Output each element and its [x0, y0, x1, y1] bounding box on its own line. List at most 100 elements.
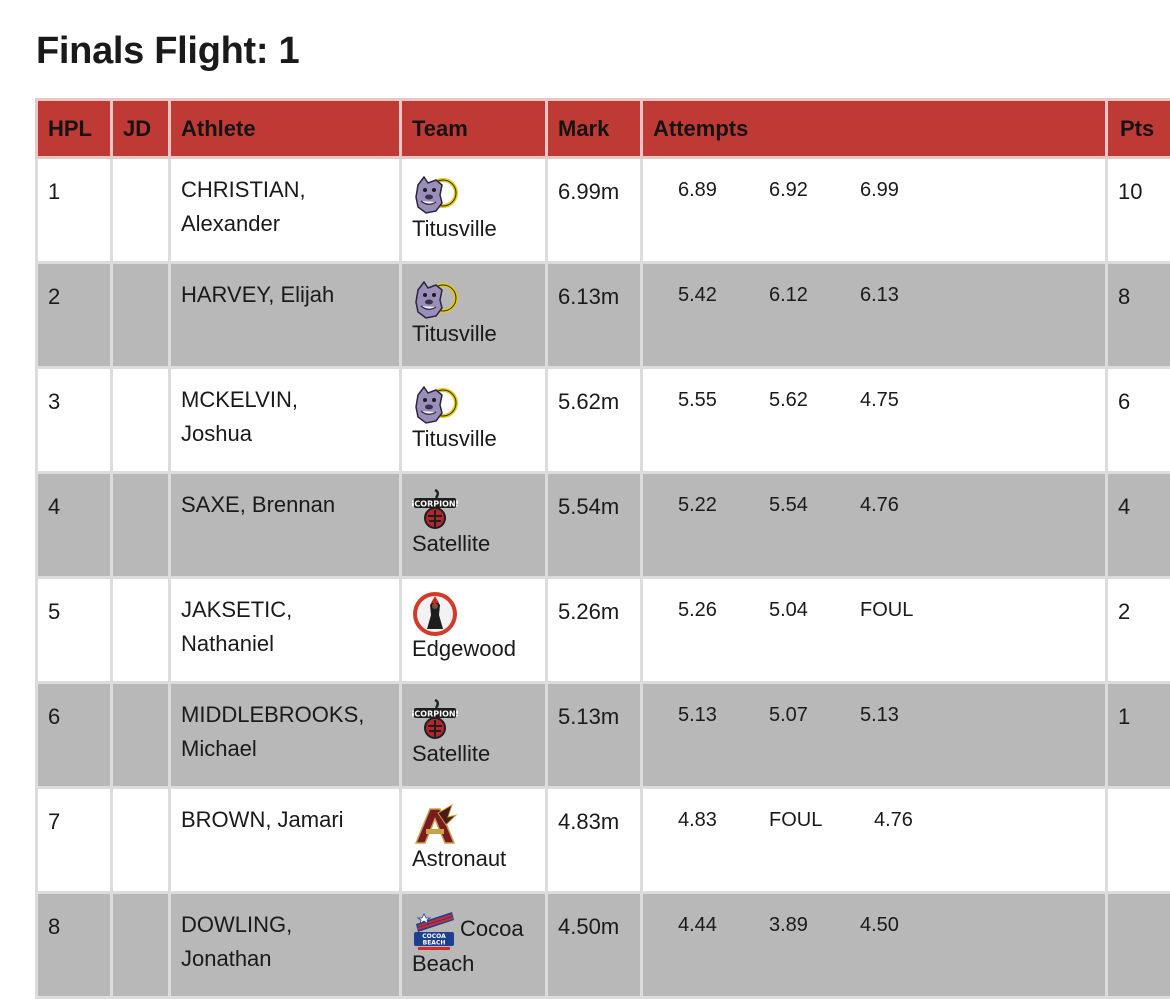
- attempt-3: 4.76: [860, 491, 951, 519]
- athlete-cell[interactable]: JAKSETIC,Nathaniel: [170, 578, 401, 683]
- team-cell[interactable]: Titusville: [401, 368, 547, 473]
- attempt-2: 5.54: [769, 491, 860, 519]
- table-row[interactable]: 6 MIDDLEBROOKS,Michael SCORPIONS Satellit…: [37, 683, 1170, 788]
- mark-cell: 6.99m: [547, 158, 642, 263]
- team-cell[interactable]: Titusville: [401, 263, 547, 368]
- header-hpl[interactable]: HPL: [37, 100, 112, 158]
- header-pts[interactable]: Pts: [1107, 100, 1170, 158]
- team-name-line2: Beach: [412, 950, 535, 978]
- attempt-3: FOUL: [860, 596, 951, 624]
- athlete-last-name: MCKELVIN,: [181, 383, 389, 417]
- team-cell[interactable]: COCOA BEACH Cocoa Beach: [401, 893, 547, 998]
- jd-cell: [112, 368, 170, 473]
- athlete-cell[interactable]: CHRISTIAN,Alexander: [170, 158, 401, 263]
- jd-cell: [112, 473, 170, 578]
- place-cell: 6: [37, 683, 112, 788]
- athlete-cell[interactable]: SAXE, Brennan: [170, 473, 401, 578]
- jd-cell: [112, 158, 170, 263]
- mark-cell: 6.13m: [547, 263, 642, 368]
- attempt-3: 6.99: [860, 176, 951, 204]
- page-title: Finals Flight: 1: [36, 30, 299, 73]
- team-name: Astronaut: [412, 845, 535, 873]
- points-cell: 4: [1107, 473, 1170, 578]
- place-cell: 4: [37, 473, 112, 578]
- attempt-2: 5.62: [769, 386, 860, 414]
- header-jd[interactable]: JD: [112, 100, 170, 158]
- points-cell: 1: [1107, 683, 1170, 788]
- athlete-last-name: HARVEY, Elijah: [181, 278, 389, 312]
- mark-cell: 4.50m: [547, 893, 642, 998]
- header-athlete[interactable]: Athlete: [170, 100, 401, 158]
- bulldog-logo-icon: [412, 276, 458, 322]
- attempt-1: 5.22: [678, 491, 769, 519]
- attempt-2: 6.12: [769, 281, 860, 309]
- mark-cell: 5.54m: [547, 473, 642, 578]
- header-mark[interactable]: Mark: [547, 100, 642, 158]
- attempt-3: 4.75: [860, 386, 951, 414]
- team-name-line1: Cocoa: [460, 915, 524, 943]
- athlete-first-name: Nathaniel: [181, 627, 389, 661]
- athlete-cell[interactable]: BROWN, Jamari: [170, 788, 401, 893]
- team-cell[interactable]: Edgewood: [401, 578, 547, 683]
- attempt-3: 4.50: [860, 911, 951, 939]
- athlete-first-name: Jonathan: [181, 942, 389, 976]
- team-name: Titusville: [412, 320, 535, 348]
- attempt-1: 5.55: [678, 386, 769, 414]
- mark-cell: 5.13m: [547, 683, 642, 788]
- points-cell: 8: [1107, 263, 1170, 368]
- jd-cell: [112, 683, 170, 788]
- mark-cell: 4.83m: [547, 788, 642, 893]
- points-cell: [1107, 893, 1170, 998]
- team-cell[interactable]: Titusville: [401, 158, 547, 263]
- team-cell[interactable]: SCORPIONS Satellite: [401, 683, 547, 788]
- team-name: Titusville: [412, 425, 535, 453]
- athlete-first-name: Michael: [181, 732, 389, 766]
- athlete-last-name: DOWLING,: [181, 908, 389, 942]
- athlete-cell[interactable]: MIDDLEBROOKS,Michael: [170, 683, 401, 788]
- bulldog-logo-icon: [412, 381, 458, 427]
- place-cell: 2: [37, 263, 112, 368]
- jd-cell: [112, 578, 170, 683]
- athlete-cell[interactable]: DOWLING,Jonathan: [170, 893, 401, 998]
- attempt-2: 5.07: [769, 701, 860, 729]
- jd-cell: [112, 893, 170, 998]
- cocoa-beach-logo-icon: COCOA BEACH: [412, 906, 458, 952]
- header-attempts[interactable]: Attempts: [642, 100, 1107, 158]
- team-name: Satellite: [412, 740, 535, 768]
- header-team[interactable]: Team: [401, 100, 547, 158]
- bulldog-logo-icon: [412, 171, 458, 217]
- attempt-2: 6.92: [769, 176, 860, 204]
- team-cell[interactable]: SCORPIONS Satellite: [401, 473, 547, 578]
- attempt-2: FOUL: [769, 806, 874, 834]
- team-name: Edgewood: [412, 635, 535, 663]
- place-cell: 1: [37, 158, 112, 263]
- team-cell[interactable]: Astronaut: [401, 788, 547, 893]
- athlete-cell[interactable]: HARVEY, Elijah: [170, 263, 401, 368]
- athlete-first-name: Alexander: [181, 207, 389, 241]
- mark-cell: 5.26m: [547, 578, 642, 683]
- athlete-cell[interactable]: MCKELVIN,Joshua: [170, 368, 401, 473]
- athlete-last-name: CHRISTIAN,: [181, 173, 389, 207]
- place-cell: 7: [37, 788, 112, 893]
- place-cell: 5: [37, 578, 112, 683]
